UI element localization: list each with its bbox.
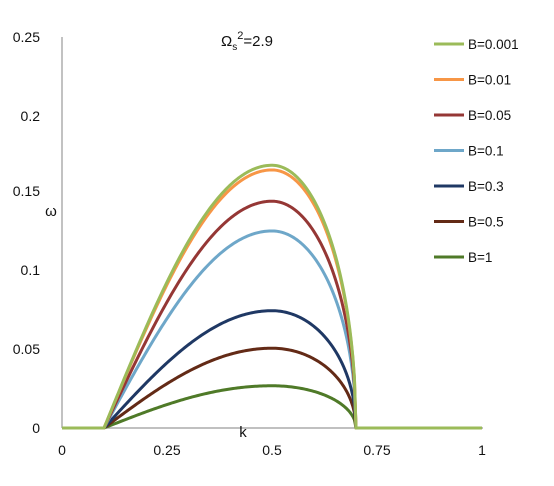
x-tick-label: 0 [58, 442, 66, 458]
chart-title: Ωs2=2.9 [221, 30, 273, 53]
series-line-b-1 [62, 384, 482, 430]
y-tick-label: 0.1 [21, 262, 41, 278]
legend-label: B=0.5 [468, 215, 504, 230]
y-tick-label: 0.05 [13, 341, 40, 357]
series-line-b-0-3 [62, 309, 482, 430]
series-layer [62, 163, 482, 430]
legend-label: B=1 [468, 250, 492, 265]
chart-title-sup: 2 [237, 30, 243, 42]
series-line-b-0-5 [62, 346, 482, 430]
chart-title-rest: =2.9 [243, 33, 273, 50]
series-line-b-0-1 [62, 229, 482, 430]
x-tick-label: 0.75 [363, 442, 390, 458]
y-tick-labels: 0.25 0.2 0.15 0.1 0.05 0 [13, 29, 40, 436]
legend-label: B=0.1 [468, 144, 504, 159]
y-axis-label: ω [45, 203, 57, 220]
x-axis-label: k [239, 424, 247, 441]
legend-label: B=0.01 [468, 73, 511, 88]
legend-label: B=0.05 [468, 108, 511, 123]
series-line-b-0-001 [62, 163, 482, 430]
legend-label: B=0.3 [468, 179, 504, 194]
y-tick-label: 0 [32, 420, 40, 436]
x-tick-label: 1 [478, 442, 486, 458]
x-tick-label: 0.5 [262, 442, 282, 458]
x-tick-labels: 0 0.25 0.5 0.75 1 [58, 442, 486, 458]
legend-label: B=0.001 [468, 37, 519, 52]
y-tick-label: 0.25 [13, 29, 40, 45]
series-line-b-0-05 [62, 199, 482, 430]
chart-title-main: Ω [221, 33, 232, 50]
chart-title-sub: s [232, 42, 237, 53]
x-tick-label: 0.25 [153, 442, 180, 458]
legend: B=0.001 B=0.01 B=0.05 B=0.1 B=0.3 B=0.5 B=1 [434, 37, 519, 265]
y-tick-label: 0.15 [13, 183, 40, 199]
y-tick-label: 0.2 [21, 108, 41, 124]
